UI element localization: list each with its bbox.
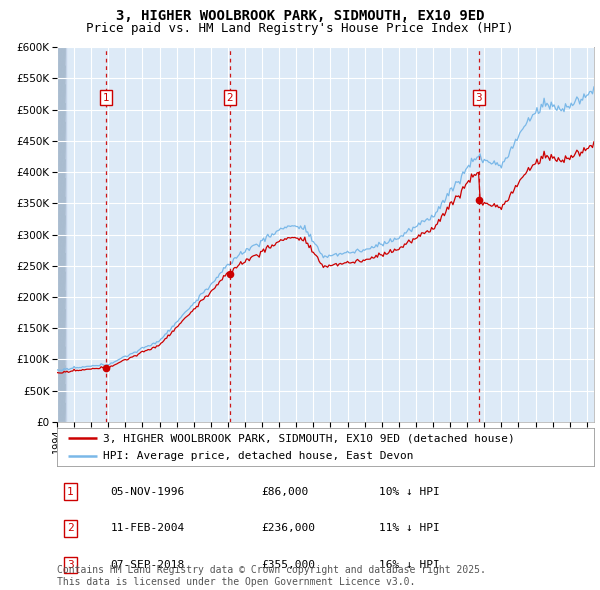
Text: 11-FEB-2004: 11-FEB-2004	[111, 523, 185, 533]
Text: 07-SEP-2018: 07-SEP-2018	[111, 560, 185, 570]
Text: 3: 3	[475, 93, 482, 103]
Text: 1: 1	[67, 487, 74, 497]
Text: 05-NOV-1996: 05-NOV-1996	[111, 487, 185, 497]
Polygon shape	[57, 47, 65, 422]
Text: 3, HIGHER WOOLBROOK PARK, SIDMOUTH, EX10 9ED: 3, HIGHER WOOLBROOK PARK, SIDMOUTH, EX10…	[116, 9, 484, 23]
Text: 2: 2	[67, 523, 74, 533]
Text: 3: 3	[67, 560, 74, 570]
Text: 16% ↓ HPI: 16% ↓ HPI	[379, 560, 440, 570]
Text: £86,000: £86,000	[261, 487, 308, 497]
Text: £355,000: £355,000	[261, 560, 315, 570]
Text: £236,000: £236,000	[261, 523, 315, 533]
Text: 11% ↓ HPI: 11% ↓ HPI	[379, 523, 440, 533]
Text: 10% ↓ HPI: 10% ↓ HPI	[379, 487, 440, 497]
Text: HPI: Average price, detached house, East Devon: HPI: Average price, detached house, East…	[103, 451, 413, 461]
Text: Price paid vs. HM Land Registry's House Price Index (HPI): Price paid vs. HM Land Registry's House …	[86, 22, 514, 35]
Text: 3, HIGHER WOOLBROOK PARK, SIDMOUTH, EX10 9ED (detached house): 3, HIGHER WOOLBROOK PARK, SIDMOUTH, EX10…	[103, 433, 514, 443]
Text: 1: 1	[103, 93, 109, 103]
Text: 2: 2	[227, 93, 233, 103]
Text: Contains HM Land Registry data © Crown copyright and database right 2025.
This d: Contains HM Land Registry data © Crown c…	[57, 565, 486, 587]
